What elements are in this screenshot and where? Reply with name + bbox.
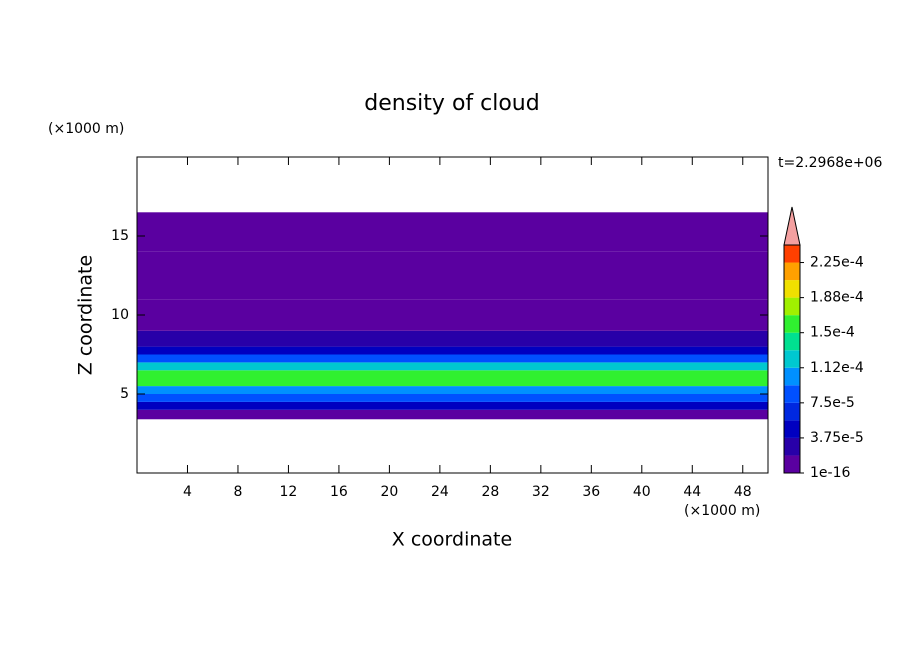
y-axis-label: Z coordinate — [75, 255, 97, 375]
x-tick-label: 48 — [734, 484, 752, 500]
colorbar-tick-label: 2.25e-4 — [810, 255, 864, 271]
colorbar-tick-label: 1.12e-4 — [810, 360, 864, 376]
contour-band — [137, 299, 768, 331]
colorbar-swatch — [784, 420, 800, 438]
colorbar-swatch — [784, 437, 800, 456]
colorbar-swatch — [784, 385, 800, 403]
y-unit: (×1000 m) — [48, 121, 124, 137]
x-tick-label: 20 — [380, 484, 398, 500]
colorbar-tick-label: 1e-16 — [810, 465, 850, 481]
colorbar-frame — [783, 244, 801, 474]
y-tick-label: 5 — [120, 386, 129, 402]
x-tick-label: 44 — [683, 484, 701, 500]
x-axis-label: X coordinate — [392, 529, 512, 551]
x-tick-label: 8 — [233, 484, 242, 500]
contour-band — [137, 330, 768, 347]
colorbar-tick-label: 7.5e-5 — [810, 395, 855, 411]
colorbar-swatch — [784, 315, 800, 333]
colorbar-tick-label: 1.88e-4 — [810, 290, 864, 306]
contour-band — [137, 354, 768, 363]
colorbar-swatch — [784, 367, 800, 386]
colorbar-swatch — [784, 402, 800, 421]
y-tick-label: 10 — [111, 307, 129, 323]
colorbar-tick-label: 3.75e-5 — [810, 430, 864, 446]
x-tick-label: 40 — [633, 484, 651, 500]
colorbar-overflow — [783, 206, 801, 246]
colorbar-swatch — [784, 297, 800, 316]
contour-band — [137, 401, 768, 410]
contour-band — [137, 386, 768, 394]
contour-band — [137, 394, 768, 402]
contour-band — [137, 346, 768, 355]
contour-band — [137, 212, 768, 252]
colorbar-swatch — [784, 350, 800, 368]
x-tick-label: 28 — [481, 484, 499, 500]
x-tick-label: 36 — [582, 484, 600, 500]
x-tick-label: 24 — [431, 484, 449, 500]
x-tick-label: 32 — [532, 484, 550, 500]
colorbar-tick-label: 1.5e-4 — [810, 325, 855, 341]
y-tick-label: 15 — [111, 228, 129, 244]
colorbar-swatch — [784, 245, 800, 263]
time-label: t=2.2968e+06 — [778, 155, 882, 171]
x-unit: (×1000 m) — [684, 503, 760, 519]
contour-band — [137, 409, 768, 420]
colorbar-swatch — [784, 262, 800, 281]
chart-title: density of cloud — [364, 91, 539, 116]
contour-band — [137, 362, 768, 371]
colorbar-swatch — [784, 332, 800, 351]
contour-band — [137, 370, 768, 387]
x-tick-label: 12 — [280, 484, 298, 500]
x-tick-label: 4 — [183, 484, 192, 500]
x-tick-label: 16 — [330, 484, 348, 500]
colorbar-swatch — [784, 280, 800, 298]
colorbar-swatch — [784, 455, 800, 473]
contour-band — [137, 251, 768, 300]
